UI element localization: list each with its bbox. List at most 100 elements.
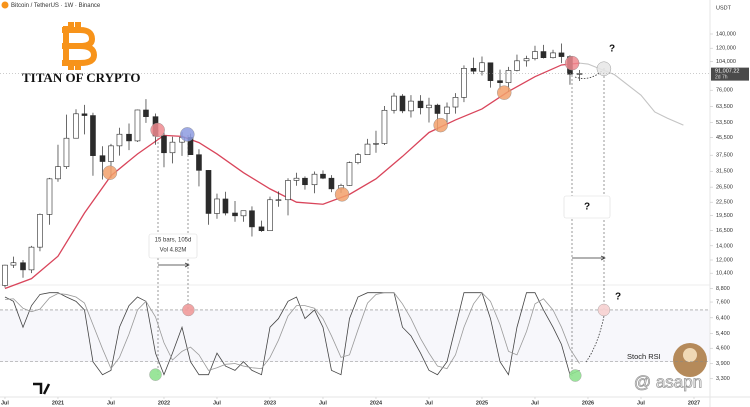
candle-body bbox=[134, 109, 141, 142]
y-tick-label: 19,500 bbox=[716, 213, 733, 219]
candle-body bbox=[514, 60, 520, 71]
signal-marker bbox=[564, 55, 580, 71]
y-tick-label: 22,500 bbox=[716, 200, 733, 206]
x-tick-label: 2024 bbox=[370, 400, 383, 406]
countdown: 2d 7h bbox=[715, 74, 728, 80]
moving-average bbox=[4, 62, 580, 290]
candle-body bbox=[285, 180, 291, 201]
question-mark: ? bbox=[615, 292, 621, 303]
y-tick-label: 16,500 bbox=[716, 228, 733, 234]
candle-body bbox=[355, 154, 361, 163]
candle-body bbox=[550, 52, 556, 59]
y-tick-label: 53,500 bbox=[716, 120, 733, 126]
x-tick-label: Jul bbox=[1, 400, 9, 406]
candle-body bbox=[99, 155, 106, 162]
indicator-marker bbox=[182, 303, 195, 317]
candle-body bbox=[108, 145, 114, 162]
currency: USDT bbox=[716, 5, 732, 11]
candle-body bbox=[461, 68, 467, 98]
y-tick-label: 8,800 bbox=[716, 286, 730, 292]
candle-body bbox=[320, 173, 326, 179]
x-tick-label: Jul bbox=[319, 400, 327, 406]
last-price-label: 91,007.22 bbox=[715, 69, 739, 75]
y-tick-label: 63,500 bbox=[716, 104, 733, 110]
watermark: @ asapn bbox=[634, 372, 702, 391]
candle-body bbox=[532, 51, 538, 59]
logo-text: TITAN OF CRYPTO bbox=[22, 70, 140, 85]
candle-body bbox=[497, 80, 503, 83]
candle-body bbox=[90, 115, 96, 156]
signal-marker bbox=[433, 117, 448, 133]
x-tick-label: 2021 bbox=[52, 400, 64, 406]
candle-body bbox=[205, 170, 212, 214]
candle-body bbox=[240, 210, 247, 217]
y-tick-label: 14,000 bbox=[716, 243, 733, 249]
candle-body bbox=[161, 135, 167, 154]
y-tick-label: 37,500 bbox=[716, 153, 733, 159]
signal-marker bbox=[102, 165, 118, 180]
x-tick-label: 2023 bbox=[264, 400, 276, 406]
candle-body bbox=[2, 264, 8, 286]
x-tick-label: 2022 bbox=[158, 400, 170, 406]
tv-logo bbox=[33, 382, 51, 395]
range-volume: Vol 4.82M bbox=[160, 248, 187, 254]
candle-body bbox=[487, 62, 494, 81]
candle-body bbox=[293, 177, 300, 181]
candle-body bbox=[364, 143, 371, 155]
x-tick-label: 2025 bbox=[476, 400, 488, 406]
candle-body bbox=[169, 141, 176, 154]
y-tick-label: 7,600 bbox=[716, 299, 730, 305]
candle-body bbox=[417, 100, 424, 109]
candle-body bbox=[505, 70, 512, 83]
y-tick-label: 3,300 bbox=[716, 376, 730, 382]
candle-body bbox=[558, 52, 565, 57]
y-tick-label: 10,400 bbox=[716, 271, 733, 277]
range-box bbox=[148, 233, 198, 259]
question-mark: ? bbox=[584, 202, 590, 213]
signal-marker bbox=[334, 187, 350, 202]
candle-body bbox=[222, 198, 229, 214]
signal-marker bbox=[180, 127, 195, 142]
candle-body bbox=[28, 246, 35, 271]
signal-marker bbox=[596, 61, 612, 76]
signal-marker bbox=[497, 85, 512, 100]
signal-marker bbox=[150, 122, 165, 138]
range-box bbox=[563, 195, 611, 219]
y-tick-label: 31,500 bbox=[716, 169, 733, 175]
candle-body bbox=[232, 212, 238, 217]
candle-body bbox=[275, 199, 282, 201]
y-tick-label: 5,400 bbox=[716, 331, 730, 337]
y-tick-label: 4,600 bbox=[716, 346, 730, 352]
symbol-title: Bitcoin / TetherUS · 1W · Binance bbox=[11, 3, 101, 9]
annotation-layer bbox=[148, 63, 611, 376]
indicator-marker bbox=[149, 368, 162, 381]
stoch-rsi-line bbox=[4, 292, 580, 371]
y-tick-label: 3,900 bbox=[716, 361, 730, 367]
candle-body bbox=[46, 178, 53, 215]
candle-body bbox=[116, 133, 123, 147]
y-tick-label: 120,000 bbox=[716, 46, 736, 52]
symbol-icon bbox=[1, 1, 9, 9]
x-tick-label: 2026 bbox=[582, 400, 594, 406]
avatar-face bbox=[683, 348, 697, 362]
candle-body bbox=[408, 100, 414, 112]
candle-body bbox=[249, 210, 255, 228]
candle-body bbox=[311, 173, 318, 186]
candle-body bbox=[55, 166, 61, 180]
arrow-head bbox=[184, 262, 190, 268]
candle-body bbox=[391, 95, 397, 111]
candle-body bbox=[20, 262, 26, 271]
indicator-marker bbox=[569, 369, 582, 382]
candle-body bbox=[258, 226, 265, 232]
candle-body bbox=[143, 109, 149, 117]
indicator-marker bbox=[597, 303, 611, 317]
candle-body bbox=[126, 133, 132, 142]
projection-line bbox=[579, 62, 684, 126]
x-tick-label: 2027 bbox=[688, 400, 700, 406]
bitcoin-logo bbox=[62, 22, 97, 70]
candle-body bbox=[346, 162, 353, 186]
range-bars: 15 bars, 105d bbox=[155, 238, 192, 244]
stoch-rsi-line bbox=[4, 292, 580, 376]
x-tick-label: Jul bbox=[213, 400, 221, 406]
y-tick-label: 6,400 bbox=[716, 315, 730, 321]
